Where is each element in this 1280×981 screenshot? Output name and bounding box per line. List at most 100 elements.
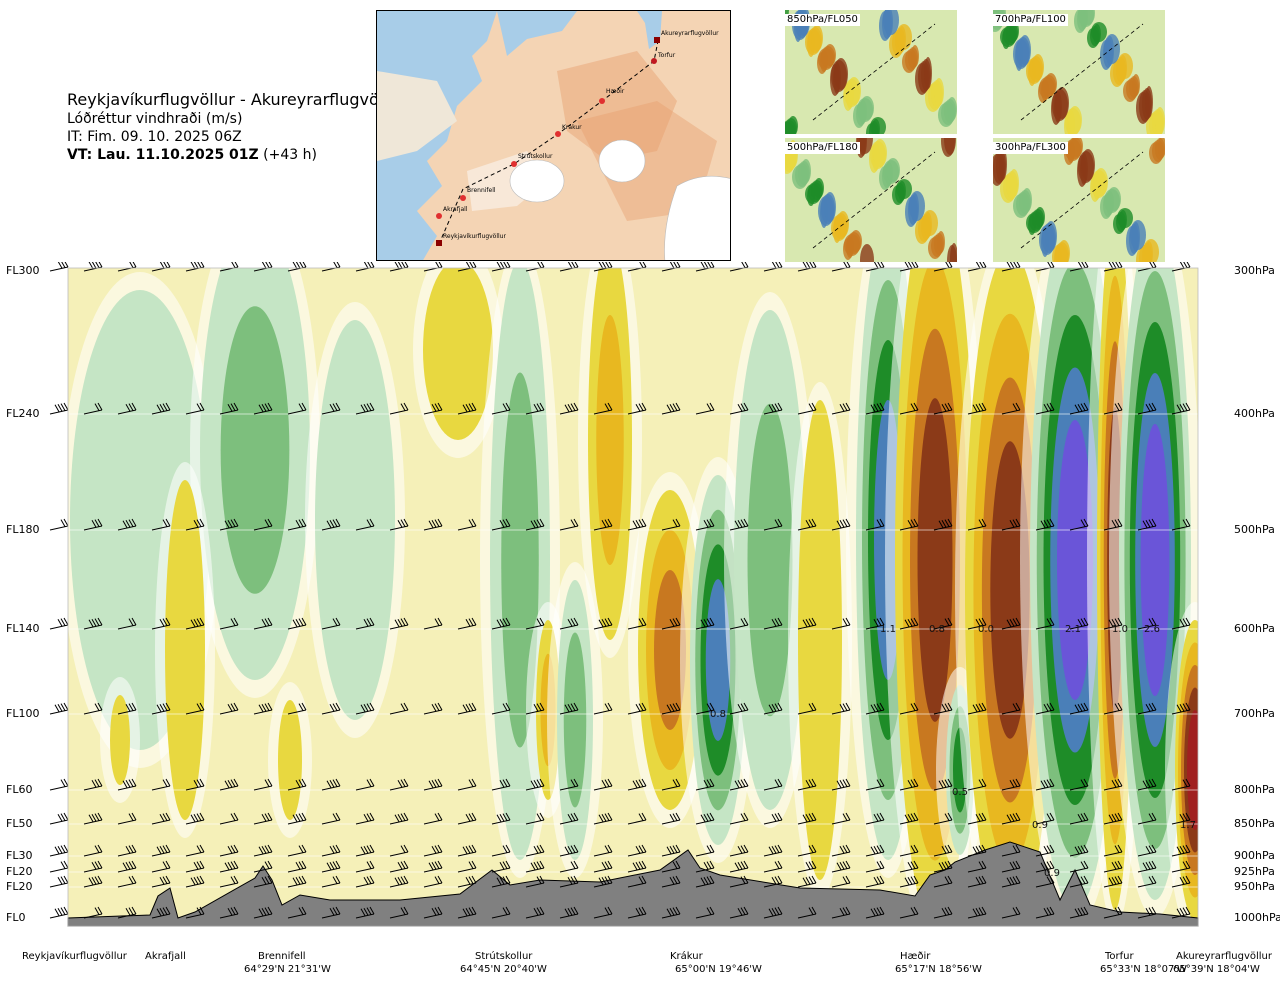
wind-barb xyxy=(83,906,103,919)
barb-feather xyxy=(1015,812,1021,821)
barb-feather xyxy=(737,845,743,854)
barb-feather xyxy=(1114,519,1120,527)
barb-shaft xyxy=(559,819,579,825)
barb-shaft xyxy=(1069,709,1089,715)
barb-feather xyxy=(570,618,576,626)
wind-barb xyxy=(253,702,273,715)
wind-barb xyxy=(185,702,205,715)
barb-feather xyxy=(502,845,508,853)
wind-barb xyxy=(117,518,137,531)
barb-feather xyxy=(404,262,409,268)
barb-feather xyxy=(941,519,947,528)
barb-feather xyxy=(431,907,437,916)
barb-feather xyxy=(978,403,984,411)
barb-feather xyxy=(428,780,434,789)
barb-feather xyxy=(1117,812,1123,821)
barb-feather xyxy=(199,702,205,711)
thumb-cell xyxy=(824,44,836,66)
barb-shaft xyxy=(763,819,783,825)
barb-feather xyxy=(1080,813,1086,821)
barb-shaft xyxy=(729,851,749,857)
barb-shaft xyxy=(797,819,817,825)
wind-barb xyxy=(831,702,851,715)
barb-feather xyxy=(199,906,205,915)
barb-shaft xyxy=(559,709,579,715)
barb-feather xyxy=(774,519,780,527)
barb-feather xyxy=(162,519,168,527)
barb-feather xyxy=(301,617,307,626)
barb-feather xyxy=(703,779,709,788)
barb-feather xyxy=(774,845,780,853)
barb-shaft xyxy=(1069,819,1089,825)
barb-feather xyxy=(57,403,63,412)
wind-barb xyxy=(83,518,103,531)
barb-shaft xyxy=(1001,867,1021,873)
barb-feather xyxy=(131,844,137,853)
wind-barb xyxy=(1137,875,1157,888)
downdraft-band xyxy=(798,400,842,880)
thumb-cell xyxy=(999,148,1007,180)
barb-feather xyxy=(128,779,134,787)
barb-feather xyxy=(641,518,647,527)
barb-feather xyxy=(669,845,675,854)
barb-feather xyxy=(1111,262,1117,269)
barb-feather xyxy=(54,404,60,413)
thumbnail-500hpa[interactable]: 500hPa/FL180 xyxy=(785,138,957,262)
contour-label: 2.6 xyxy=(1144,624,1160,635)
barb-feather xyxy=(298,907,304,915)
thumbnail-850hpa[interactable]: 850hPa/FL050 xyxy=(785,10,957,134)
barb-feather xyxy=(1040,862,1046,871)
barb-feather xyxy=(400,703,406,711)
barb-shaft xyxy=(831,785,851,791)
wind-barb xyxy=(219,844,239,857)
barb-feather xyxy=(332,703,338,711)
barb-feather xyxy=(438,262,443,268)
wind-barb xyxy=(287,518,307,531)
wind-barb xyxy=(423,402,443,415)
barb-feather xyxy=(292,619,298,628)
barb-shaft xyxy=(151,709,171,715)
wind-barb xyxy=(1001,702,1021,715)
barb-feather xyxy=(877,262,882,268)
barb-feather xyxy=(159,703,165,712)
barb-feather xyxy=(1016,262,1021,268)
barb-feather xyxy=(539,844,545,853)
barb-feather xyxy=(706,861,712,869)
barb-feather xyxy=(1185,812,1191,821)
barb-feather xyxy=(462,908,468,917)
barb-feather xyxy=(876,779,882,787)
barb-feather xyxy=(462,404,468,413)
barb-shaft xyxy=(1069,913,1089,919)
barb-shaft xyxy=(151,819,171,825)
wind-barb xyxy=(389,778,409,791)
wind-barb xyxy=(933,702,953,715)
barb-shaft xyxy=(729,409,749,415)
barb-shaft xyxy=(1069,851,1089,857)
thumb-cell xyxy=(811,25,823,51)
wind-barb xyxy=(457,702,477,715)
station-coordinate: 65°00'N 19°46'W xyxy=(675,964,762,975)
barb-feather xyxy=(703,861,709,870)
barb-shaft xyxy=(287,867,307,873)
barb-feather xyxy=(672,703,678,711)
barb-feather xyxy=(1114,813,1120,821)
wind-barb xyxy=(355,402,375,415)
barb-feather xyxy=(462,846,468,855)
barb-feather xyxy=(805,262,811,269)
thumbnail-300hpa[interactable]: 300hPa/FL300 xyxy=(993,138,1165,262)
barb-feather xyxy=(975,876,981,885)
barb-feather xyxy=(567,403,573,412)
thumbnail-700hpa[interactable]: 700hPa/FL100 xyxy=(993,10,1165,134)
barb-feather xyxy=(199,844,205,853)
barb-feather xyxy=(505,860,511,869)
barb-feather xyxy=(1043,845,1049,854)
pressure-label: 1000hPa xyxy=(1234,911,1280,924)
barb-feather xyxy=(1012,845,1018,853)
wind-barb xyxy=(151,402,171,415)
barb-feather xyxy=(1046,403,1052,411)
barb-feather xyxy=(1145,907,1151,916)
barb-feather xyxy=(468,779,474,787)
barb-feather xyxy=(199,518,205,527)
barb-shaft xyxy=(831,525,851,531)
barb-feather xyxy=(706,403,712,411)
